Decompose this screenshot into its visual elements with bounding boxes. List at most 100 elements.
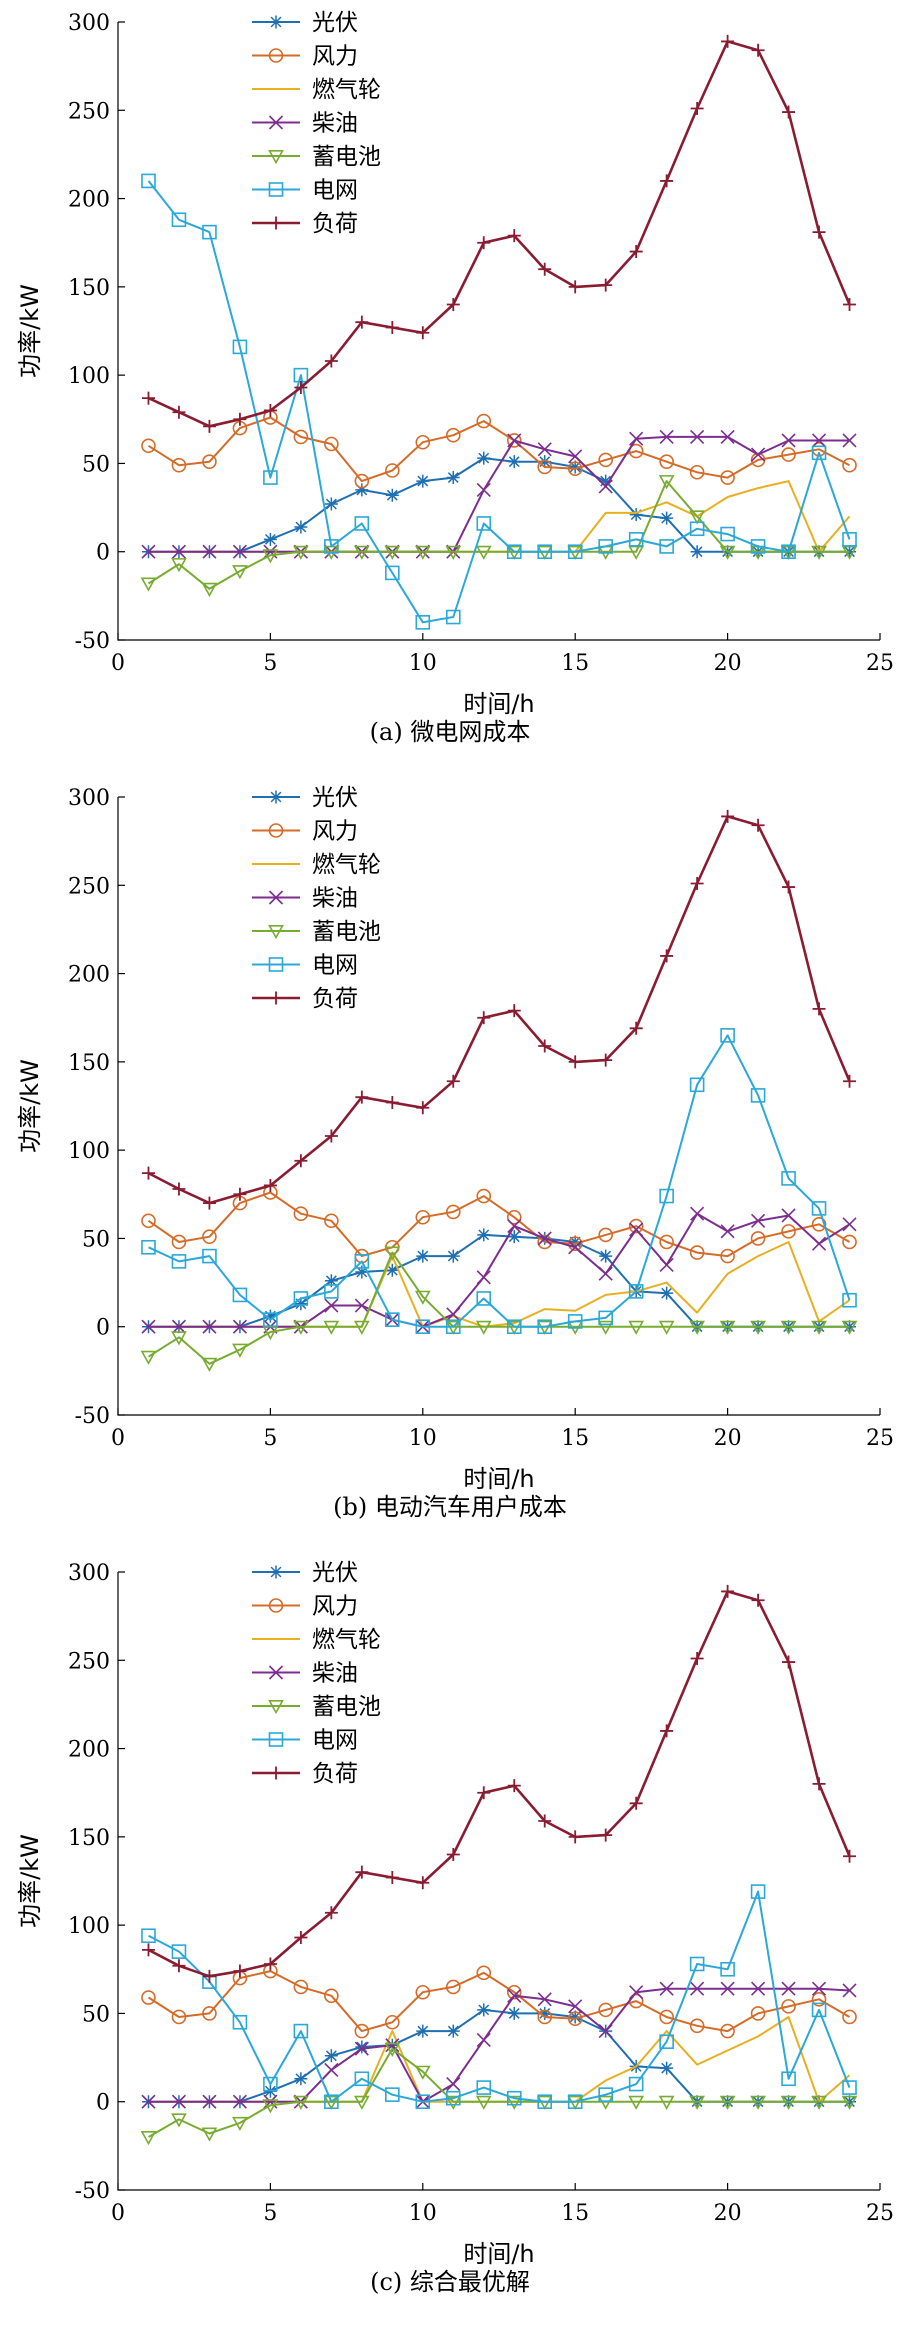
legend-label: 风力	[312, 1594, 358, 1620]
data-point	[537, 2009, 553, 2025]
data-point	[599, 1053, 613, 1067]
data-point	[293, 2023, 309, 2039]
legend-marker	[268, 182, 284, 197]
legend-label: 蓄电池	[312, 919, 381, 945]
data-point	[781, 1171, 796, 1186]
data-point	[232, 1319, 247, 1334]
data-point	[263, 532, 277, 546]
data-point	[843, 545, 857, 559]
data-point	[476, 1965, 492, 1981]
data-point	[477, 451, 491, 465]
series-4	[141, 429, 857, 559]
legend-label: 电网	[312, 1728, 358, 1754]
data-point	[598, 2087, 613, 2102]
data-point	[445, 2095, 462, 2110]
data-point	[232, 1287, 248, 1303]
data-point	[476, 2032, 491, 2047]
data-point	[842, 1983, 857, 1998]
data-point	[659, 454, 674, 469]
data-point	[568, 1055, 582, 1069]
data-point	[690, 545, 704, 559]
data-point	[599, 474, 613, 488]
x-tick-label: 5	[263, 651, 277, 676]
data-point	[628, 1218, 644, 1234]
x-tick-label: 20	[714, 1426, 742, 1451]
legend-label: 燃气轮	[312, 77, 381, 103]
legend-label: 负荷	[312, 986, 358, 1012]
chart-caption: (a) 微电网成本	[370, 718, 531, 746]
data-point	[506, 433, 522, 448]
data-point	[689, 1245, 705, 1260]
data-point	[751, 1593, 765, 1607]
data-point	[171, 558, 187, 573]
data-point	[629, 1796, 643, 1810]
data-point	[629, 1222, 644, 1237]
chart-caption: (b) 电动汽车用户成本	[333, 1493, 567, 1521]
data-point	[446, 1848, 460, 1862]
legend-marker	[268, 1665, 284, 1680]
data-point	[660, 2061, 674, 2075]
data-point	[416, 1249, 430, 1263]
data-point	[446, 298, 460, 312]
data-point	[141, 1319, 156, 1334]
data-point	[659, 2009, 674, 2025]
series-line	[148, 435, 850, 553]
series-6	[141, 1028, 857, 1335]
data-point	[811, 2002, 827, 2018]
data-point	[660, 174, 674, 188]
data-point	[568, 280, 582, 294]
data-point	[446, 2076, 461, 2092]
data-point	[720, 526, 735, 542]
y-tick-label: 300	[68, 1561, 110, 1586]
data-point	[721, 1584, 735, 1598]
data-point	[506, 2095, 523, 2110]
data-point	[568, 1240, 583, 1255]
data-point	[812, 1777, 826, 1791]
data-point	[263, 1309, 277, 1323]
x-tick-label: 25	[866, 1426, 894, 1451]
data-point	[751, 1981, 766, 1996]
data-point	[385, 2087, 400, 2102]
data-point	[781, 544, 796, 560]
data-point	[445, 1204, 461, 1220]
legend-label: 柴油	[312, 111, 358, 137]
x-tick-label: 20	[714, 2201, 742, 2226]
legend-label: 蓄电池	[312, 144, 381, 170]
data-point	[567, 2011, 583, 2027]
series-line	[148, 2047, 850, 2138]
data-point	[720, 1028, 735, 1043]
legend-marker	[268, 48, 284, 63]
data-point	[202, 544, 217, 559]
legend-marker	[268, 1732, 284, 1747]
data-point	[721, 809, 735, 823]
data-point	[629, 431, 644, 446]
data-point	[599, 1249, 613, 1263]
data-point	[385, 2038, 400, 2053]
data-point	[355, 1865, 369, 1879]
legend-marker	[269, 15, 283, 29]
data-point	[538, 1814, 552, 1828]
data-point	[690, 429, 705, 445]
data-point	[263, 2094, 278, 2109]
data-point	[140, 577, 157, 592]
y-tick-label: 200	[68, 963, 110, 988]
y-tick-label: 300	[68, 786, 110, 811]
data-point	[689, 510, 705, 525]
data-point	[140, 1350, 157, 1365]
data-point	[659, 1234, 674, 1250]
series-7	[141, 1584, 857, 1983]
data-point	[751, 1213, 766, 1228]
data-point	[294, 1154, 308, 1168]
x-tick-label: 10	[409, 651, 437, 676]
data-point	[781, 1224, 796, 1239]
data-point	[385, 565, 400, 581]
data-point	[689, 2018, 705, 2034]
data-point	[842, 433, 857, 448]
legend-marker	[269, 790, 283, 804]
data-point	[720, 1224, 735, 1239]
legend-label: 负荷	[312, 211, 358, 237]
data-point	[628, 2076, 644, 2092]
y-axis-label: 功率/kW	[16, 284, 44, 378]
